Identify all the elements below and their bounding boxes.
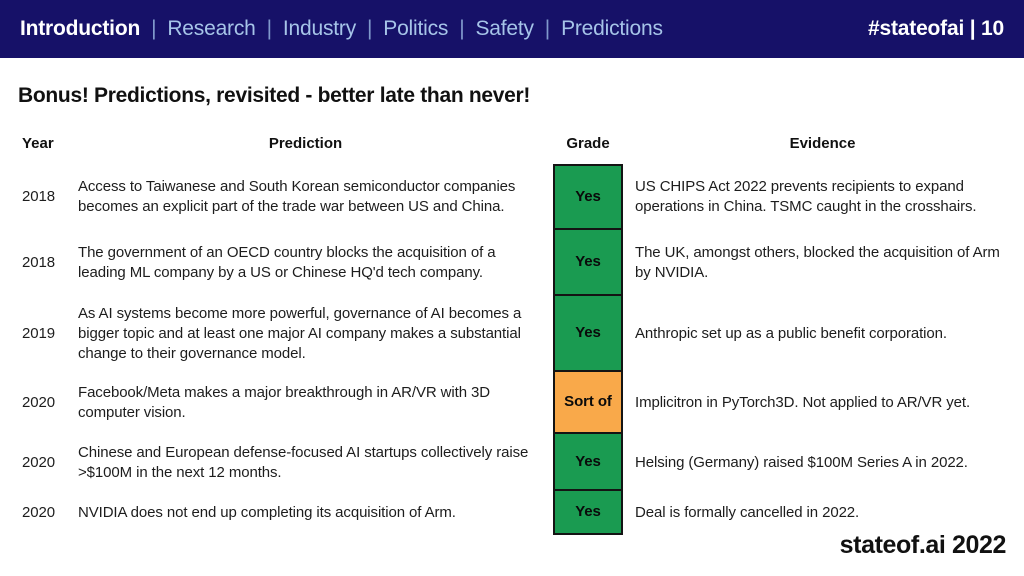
year-cell: 2020: [22, 394, 55, 412]
nav-separator: |: [544, 17, 551, 40]
year-cell: 2018: [22, 188, 55, 206]
evidence-cell: Helsing (Germany) raised $100M Series A …: [635, 453, 968, 471]
brand-logo: stateof.ai 2022: [839, 531, 1007, 559]
nav-separator: |: [367, 17, 373, 40]
nav-item-research[interactable]: Research: [167, 17, 256, 40]
page-title: Bonus! Predictions, revisited - better l…: [18, 84, 531, 107]
nav-item-introduction[interactable]: Introduction: [20, 17, 141, 40]
grade-cell: Yes: [553, 296, 623, 372]
section-nav: Introduction | Research | Industry | Pol…: [20, 17, 663, 41]
table-row: 2019 As AI systems become more powerful,…: [18, 296, 1010, 372]
header-bar: Introduction | Research | Industry | Pol…: [0, 0, 1024, 58]
grade-badge: Yes: [553, 491, 623, 535]
table-header-row: Year Prediction Grade Evidence: [18, 135, 1010, 152]
predictions-table: Year Prediction Grade Evidence 2018 Acce…: [18, 135, 1010, 535]
evidence-cell: Deal is formally cancelled in 2022.: [635, 504, 860, 522]
grade-cell: Sort of: [553, 372, 623, 434]
grade-badge: Yes: [553, 434, 623, 491]
prediction-cell: Access to Taiwanese and South Korean sem…: [78, 178, 516, 215]
table-row: 2020 Chinese and European defense-focuse…: [18, 434, 1010, 491]
column-header-prediction: Prediction: [268, 135, 343, 152]
year-cell: 2018: [22, 254, 55, 272]
nav-item-industry[interactable]: Industry: [282, 17, 356, 40]
grade-cell: Yes: [553, 491, 623, 535]
nav-separator: |: [151, 17, 157, 40]
grade-badge: Yes: [553, 296, 623, 372]
table-row: 2020 NVIDIA does not end up completing i…: [18, 491, 1010, 535]
prediction-cell: NVIDIA does not end up completing its ac…: [78, 504, 456, 522]
column-header-year: Year: [22, 135, 54, 152]
grade-cell: Yes: [553, 434, 623, 491]
year-cell: 2019: [22, 325, 55, 343]
evidence-cell: The UK, amongst others, blocked the acqu…: [635, 244, 1000, 281]
grade-cell: Yes: [553, 230, 623, 296]
grade-badge: Yes: [553, 164, 623, 230]
column-header-grade: Grade: [566, 135, 610, 152]
table-row: 2020 Facebook/Meta makes a major breakth…: [18, 372, 1010, 434]
nav-item-politics[interactable]: Politics: [383, 17, 449, 40]
prediction-cell: Chinese and European defense-focused AI …: [78, 443, 529, 481]
evidence-cell: Implicitron in PyTorch3D. Not applied to…: [635, 394, 971, 412]
prediction-cell: As AI systems become more powerful, gove…: [78, 305, 522, 362]
nav-item-safety[interactable]: Safety: [475, 17, 534, 40]
column-header-evidence: Evidence: [789, 135, 856, 152]
year-cell: 2020: [22, 453, 55, 471]
table-row: 2018 Access to Taiwanese and South Korea…: [18, 164, 1010, 230]
grade-badge: Sort of: [553, 372, 623, 434]
prediction-cell: Facebook/Meta makes a major breakthrough…: [78, 384, 490, 421]
nav-separator: |: [459, 17, 465, 40]
grade-badge: Yes: [553, 230, 623, 296]
evidence-cell: Anthropic set up as a public benefit cor…: [635, 325, 947, 343]
table-body: 2018 Access to Taiwanese and South Korea…: [18, 164, 1010, 535]
nav-separator: |: [266, 17, 272, 40]
nav-item-predictions[interactable]: Predictions: [561, 17, 663, 40]
evidence-cell: US CHIPS Act 2022 prevents recipients to…: [635, 178, 977, 215]
hashtag-page-number: #stateofai | 10: [868, 17, 1004, 40]
table-row: 2018 The government of an OECD country b…: [18, 230, 1010, 296]
grade-cell: Yes: [553, 164, 623, 230]
year-cell: 2020: [22, 504, 55, 522]
prediction-cell: The government of an OECD country blocks…: [78, 244, 496, 281]
